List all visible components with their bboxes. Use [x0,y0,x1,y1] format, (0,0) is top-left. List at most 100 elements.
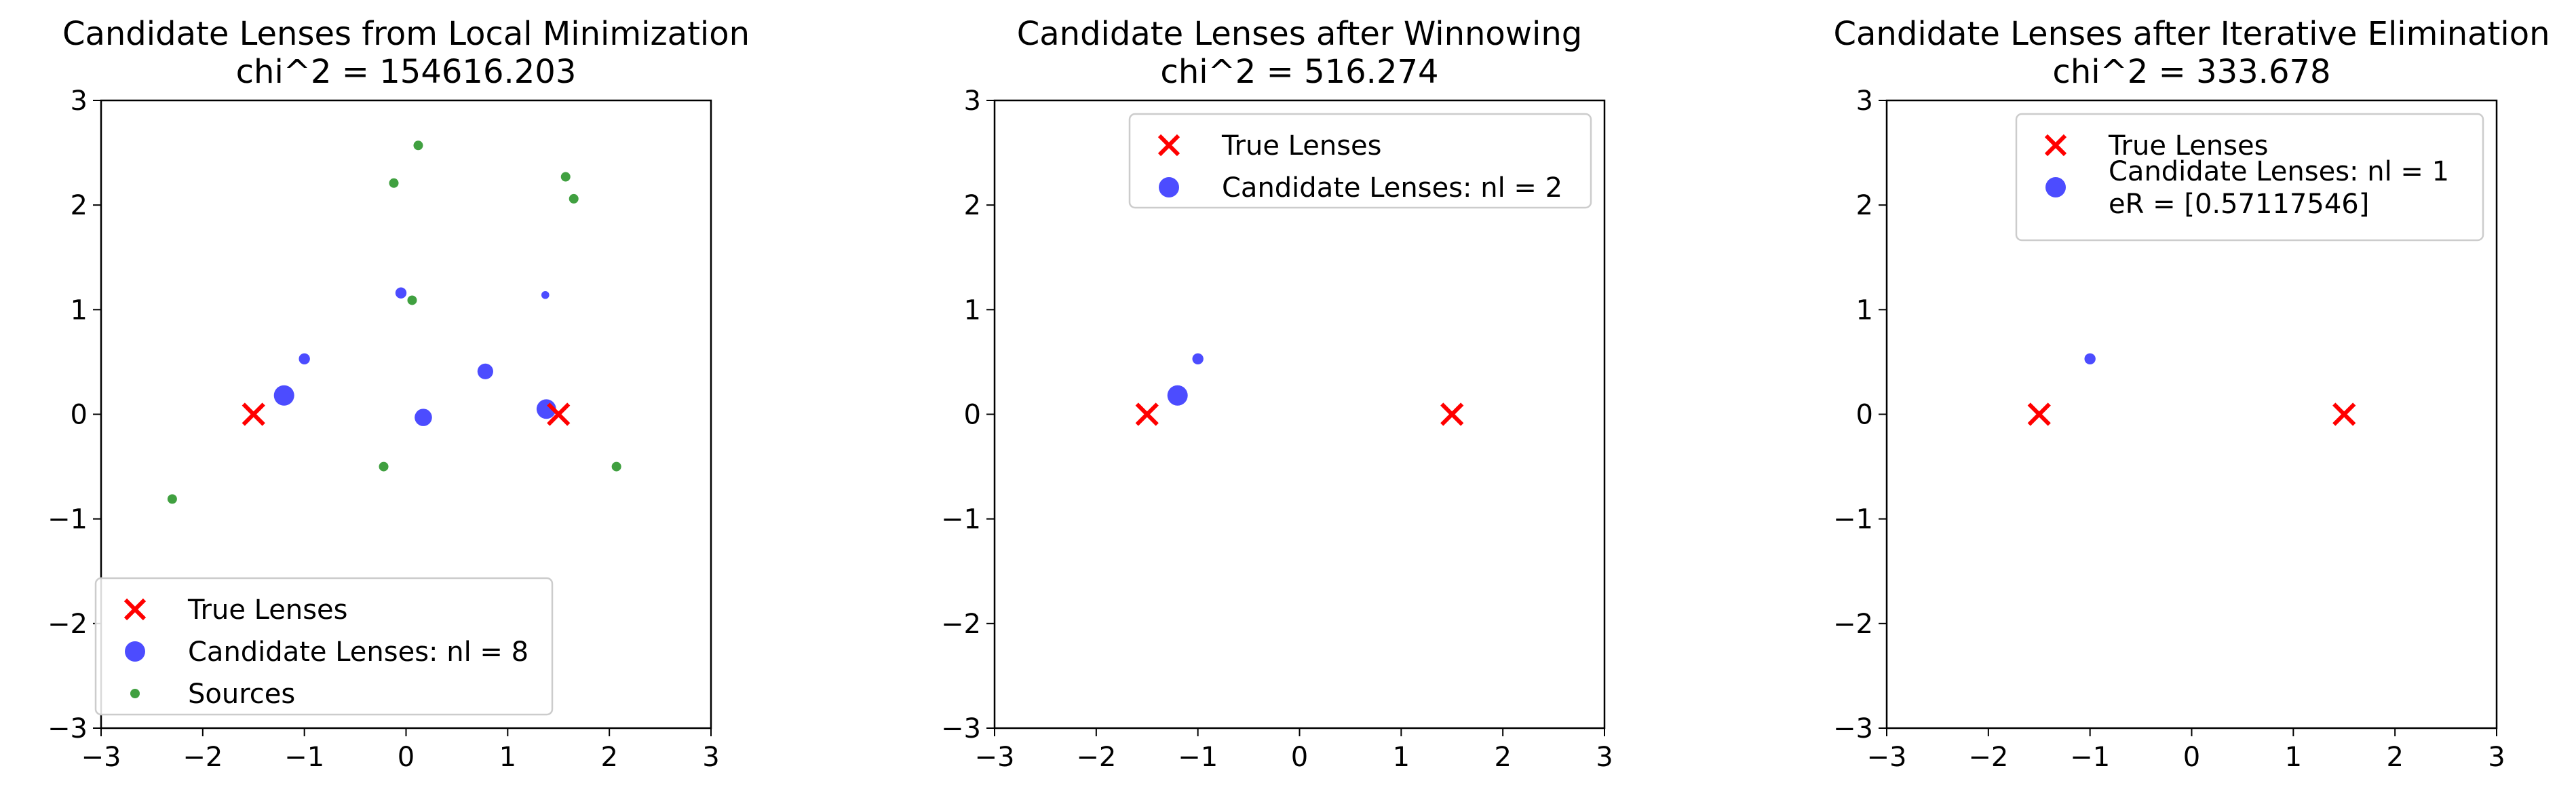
y-tick-label: −2 [1833,609,1873,640]
y-tick-label: −2 [47,609,88,640]
x-tick-label: −2 [182,742,223,773]
true-lens-marker [242,402,265,426]
chart-subtitle: chi^2 = 333.678 [2052,53,2330,91]
y-tick-label: 2 [1856,190,1873,221]
chart-title: Candidate Lenses from Local Minimization [62,15,750,53]
chart-subtitle: chi^2 = 516.274 [1160,53,1438,91]
chart-title: Candidate Lenses after Iterative Elimina… [1834,15,2550,53]
legend-x-icon [123,598,147,621]
y-tick-label: 1 [71,295,88,326]
chart-panel-1: Candidate Lenses from Local Minimization… [47,15,750,773]
x-tick-label: −1 [284,742,324,773]
source-point [379,461,389,472]
x-tick-label: 0 [1291,742,1308,773]
source-point [389,178,399,188]
y-tick-label: 0 [1856,400,1873,431]
x-tick-label: 1 [1393,742,1410,773]
candidate-lens-point [1167,385,1188,406]
x-tick-label: −3 [1867,742,1907,773]
y-tick-label: 3 [71,86,88,117]
legend-label: True Lenses [1221,130,1382,162]
chart-subtitle: chi^2 = 154616.203 [236,53,577,91]
candidate-lens-point [477,363,493,379]
y-tick-label: 3 [1856,86,1873,117]
legend-item: True Lenses [123,594,348,626]
source-point [413,140,423,151]
legend-label-line2: eR = [0.57117546] [2109,189,2369,220]
legend-label: Sources [188,679,295,710]
candidate-lens-point [2084,353,2096,364]
y-tick-label: 2 [964,190,981,221]
source-point [407,295,417,305]
legend: True Lenses Candidate Lenses: nl = 8 Sourc… [94,577,554,716]
x-tick-label: 2 [600,742,617,773]
legend-label: Candidate Lenses: nl = 2 [1222,172,1562,204]
true-lens-marker [1135,402,1159,426]
x-tick-label: −2 [1968,742,2008,773]
x-tick-label: 0 [398,742,415,773]
legend-dot-icon [130,689,140,698]
legend: True Lenses Candidate Lenses: nl = 2 [1128,113,1592,209]
legend-item: Sources [130,679,295,710]
source-point [569,193,579,204]
y-tick-label: −2 [941,609,981,640]
x-tick-label: −3 [975,742,1015,773]
x-tick-label: −1 [1178,742,1218,773]
legend-box [1128,113,1592,209]
chart-panel-3: Candidate Lenses after Iterative Elimina… [1833,15,2550,773]
y-tick-label: 0 [964,400,981,431]
y-tick-label: −3 [1833,713,1873,744]
x-tick-label: 1 [2285,742,2302,773]
true-lens-marker [2027,402,2051,426]
candidate-lens-point [299,353,310,364]
y-tick-label: 1 [1856,295,1873,326]
y-tick-label: 1 [964,295,981,326]
legend-x-icon [2044,134,2067,157]
y-tick-label: −1 [1833,504,1873,535]
legend-item: Candidate Lenses: nl = 1 eR = [0.5711754… [2045,156,2449,220]
legend-circle-icon [125,641,145,662]
x-tick-label: −1 [2070,742,2110,773]
legend-label: Candidate Lenses: nl = 8 [188,637,528,668]
source-point [611,461,621,472]
y-tick-label: −3 [941,713,981,744]
candidate-lens-point [395,287,407,299]
legend-circle-icon [2045,177,2066,197]
legend-x-icon [1157,134,1180,157]
x-tick-label: 3 [2488,742,2505,773]
legend-item: True Lenses [2044,130,2269,162]
legend-circle-icon [1159,177,1179,197]
source-point [560,172,571,182]
legend-label: True Lenses [187,594,348,626]
x-tick-label: 3 [1596,742,1613,773]
true-lens-marker [2332,402,2356,426]
y-tick-label: −1 [941,504,981,535]
legend-item: Candidate Lenses: nl = 8 [125,637,528,668]
true-lens-marker [547,402,571,426]
y-tick-label: 2 [71,190,88,221]
legend-label: True Lenses [2108,130,2269,162]
candidate-lens-point [273,385,294,406]
true-lens-marker [1440,402,1464,426]
source-point [167,494,177,504]
chart-title: Candidate Lenses after Winnowing [1017,15,1583,53]
legend-item: Candidate Lenses: nl = 2 [1159,172,1562,204]
legend-box [94,577,554,716]
x-tick-label: 2 [1494,742,1511,773]
y-tick-label: −3 [47,713,88,744]
x-tick-label: 2 [2386,742,2403,773]
legend-item: True Lenses [1157,130,1382,162]
candidate-lens-point [541,290,550,299]
x-tick-label: 1 [499,742,516,773]
candidate-lens-point [415,409,432,426]
x-tick-label: −2 [1076,742,1116,773]
x-tick-label: 0 [2183,742,2200,773]
x-tick-label: −3 [81,742,121,773]
x-tick-label: 3 [702,742,719,773]
candidate-lens-point [1192,353,1204,364]
y-tick-label: −1 [47,504,88,535]
legend-box [2015,113,2484,242]
